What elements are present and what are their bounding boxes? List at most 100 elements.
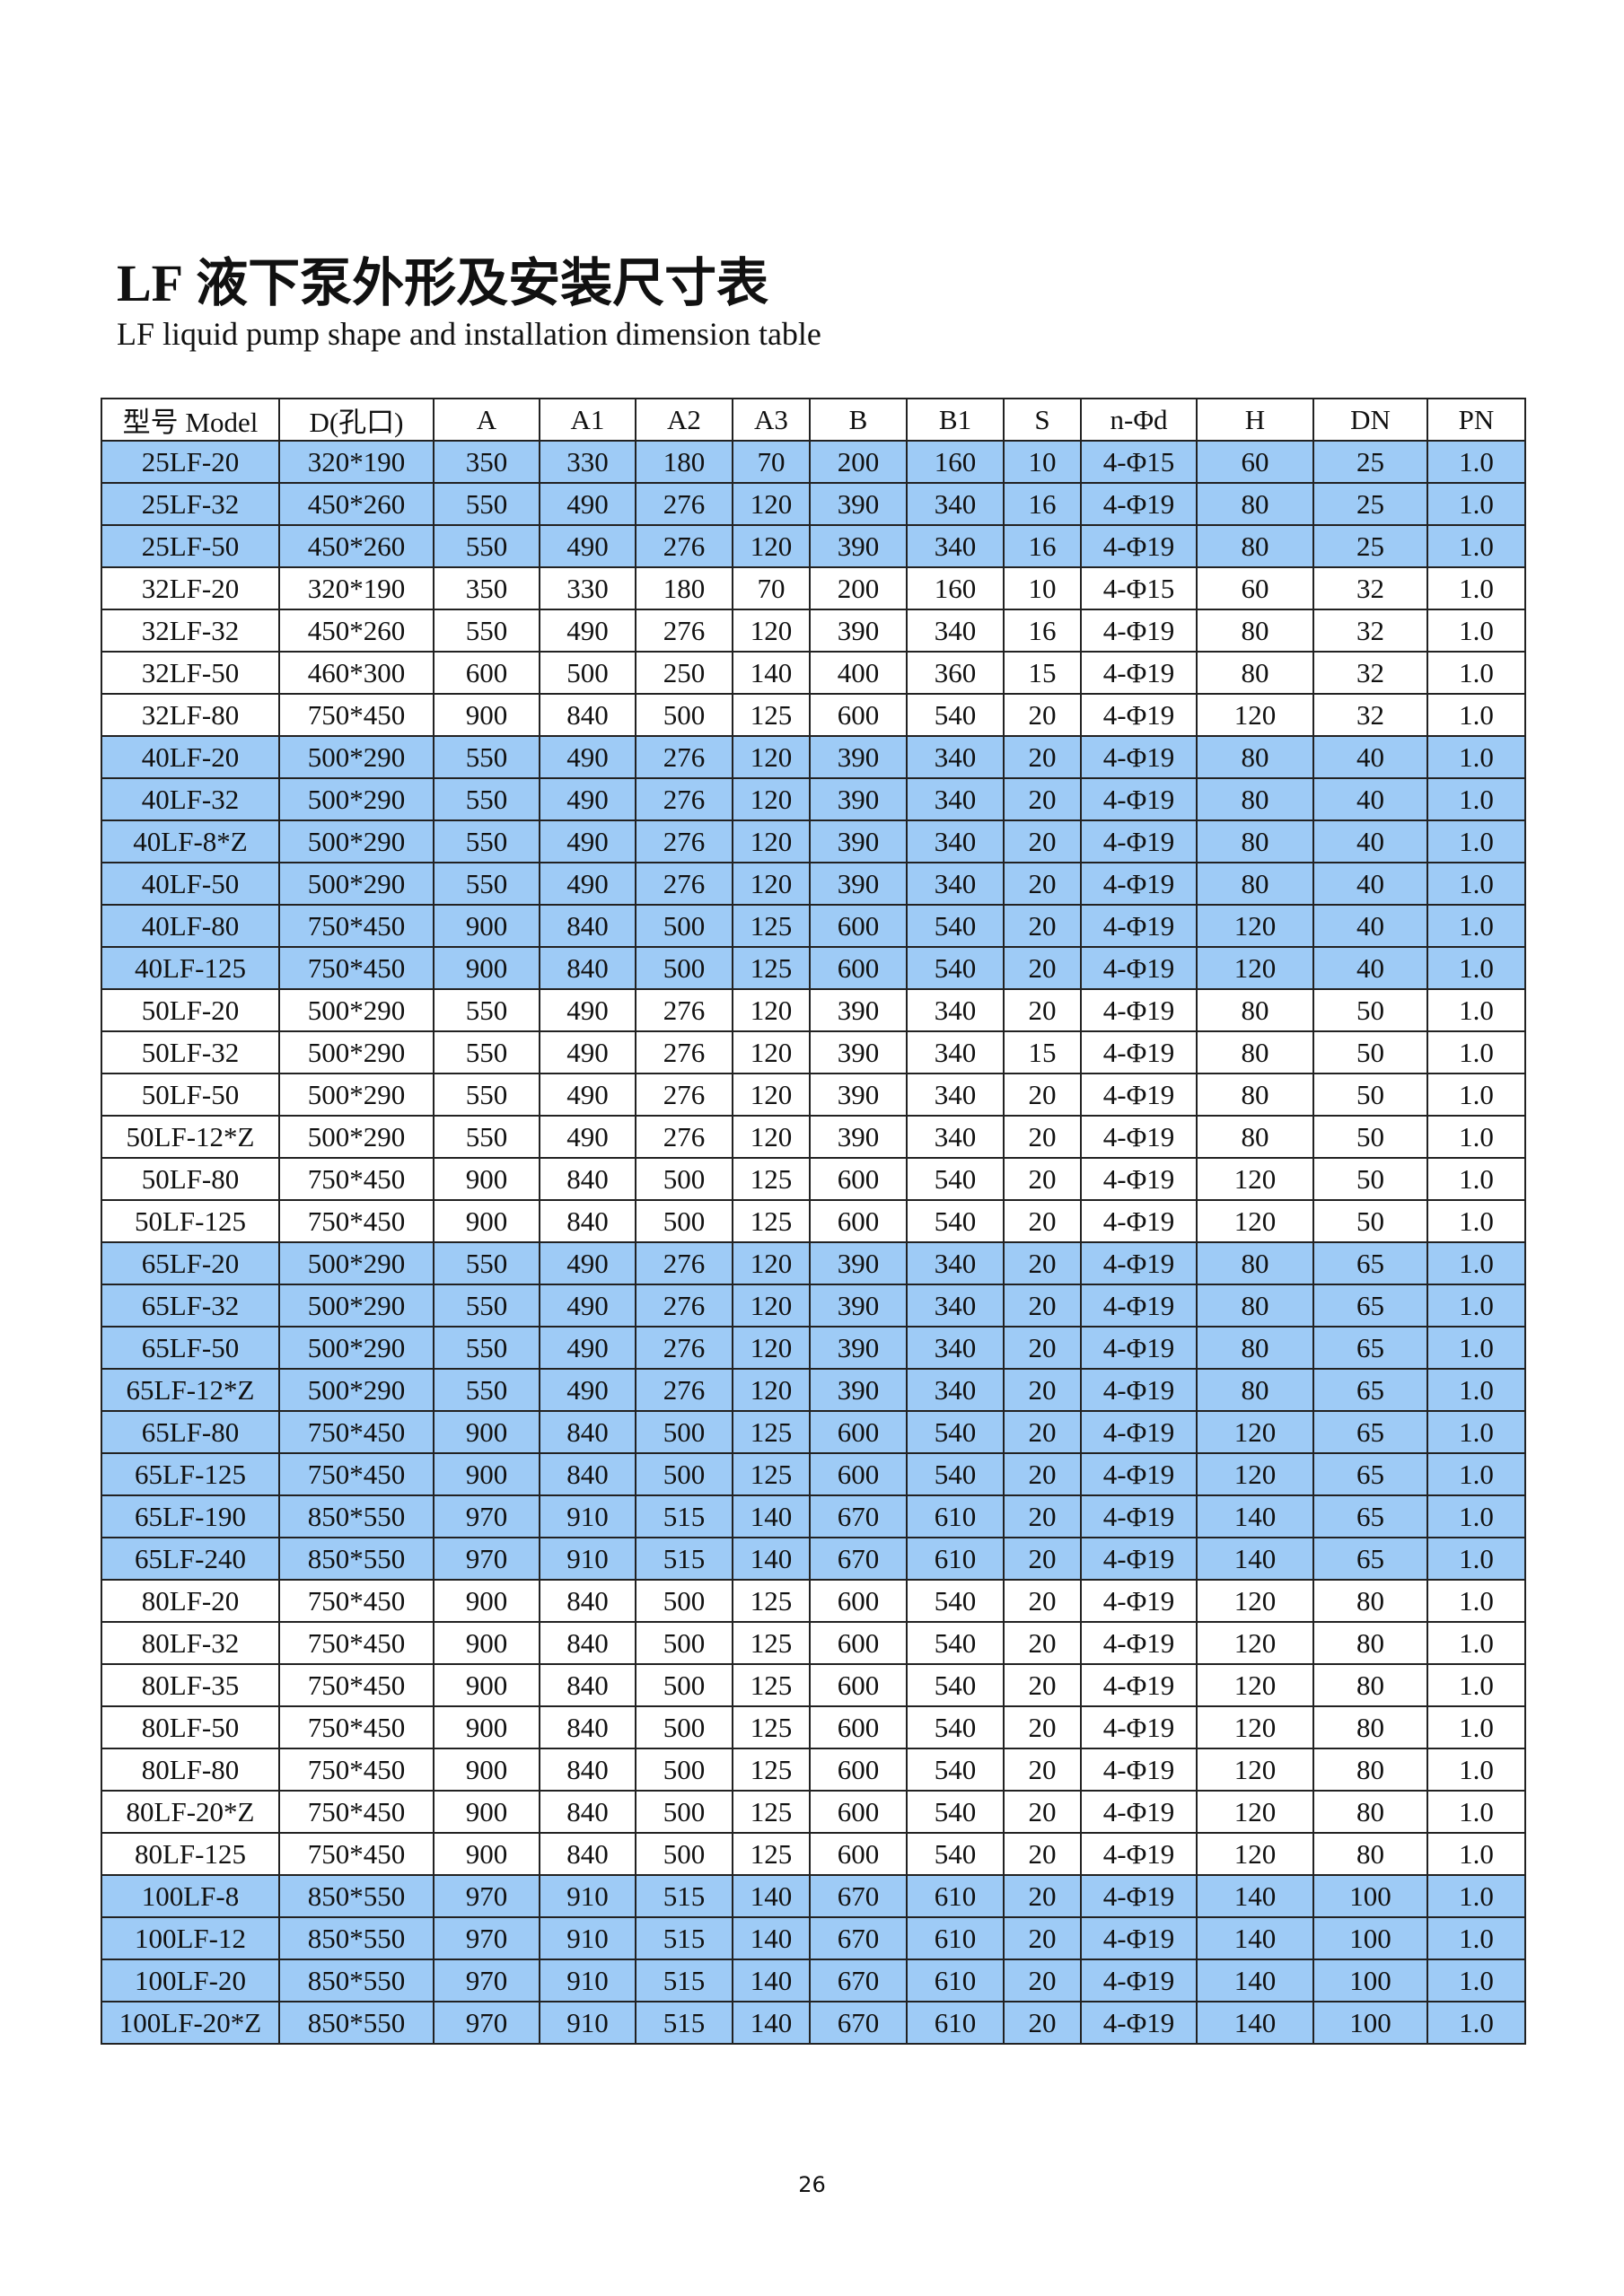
table-cell: 330: [539, 566, 636, 610]
table-cell: 20: [1003, 693, 1082, 737]
table-cell: 550: [433, 1115, 540, 1159]
table-cell: 10: [1003, 566, 1082, 610]
table-cell: 1.0: [1426, 1073, 1526, 1117]
table-cell: 4-Φ19: [1080, 524, 1198, 568]
table-cell: 850*550: [278, 1494, 435, 1538]
table-cell: 1.0: [1426, 1832, 1526, 1876]
table-cell: 80: [1196, 524, 1314, 568]
table-cell: 500*290: [278, 777, 435, 821]
table-cell: 600: [809, 1705, 908, 1749]
table-cell: 1.0: [1426, 1326, 1526, 1370]
table-cell: 550: [433, 1326, 540, 1370]
table-cell: 340: [906, 1241, 1005, 1285]
table-cell: 120: [732, 819, 811, 863]
table-cell: 490: [539, 482, 636, 526]
table-cell: 276: [635, 862, 733, 906]
table-cell: 1.0: [1426, 566, 1526, 610]
column-header: S: [1003, 398, 1082, 442]
table-cell: 340: [906, 524, 1005, 568]
table-cell: 340: [906, 1368, 1005, 1412]
table-cell: 4-Φ19: [1080, 1284, 1198, 1328]
table-cell: 610: [906, 1494, 1005, 1538]
table-cell: 540: [906, 1579, 1005, 1623]
table-cell: 20: [1003, 1916, 1082, 1960]
table-cell: 500: [635, 1452, 733, 1496]
table-cell: 910: [539, 2001, 636, 2045]
table-cell: 910: [539, 1959, 636, 2002]
table-cell: 65: [1312, 1494, 1428, 1538]
table-cell: 490: [539, 524, 636, 568]
table-cell: 4-Φ19: [1080, 1663, 1198, 1707]
table-cell: 390: [809, 1241, 908, 1285]
table-cell: 550: [433, 524, 540, 568]
table-row: 40LF-20 500*290 550 490 276 120 390 340 20 4-Φ19 8…: [101, 735, 1526, 779]
table-cell: 1.0: [1426, 2001, 1526, 2045]
table-cell: 4-Φ19: [1080, 1157, 1198, 1201]
table-cell: 80: [1196, 482, 1314, 526]
table-cell: 490: [539, 1284, 636, 1328]
table-cell: 125: [732, 1832, 811, 1876]
table-cell: 120: [732, 1115, 811, 1159]
table-cell: 276: [635, 609, 733, 653]
table-cell: 50: [1312, 1073, 1428, 1117]
table-cell: 100: [1312, 2001, 1428, 2045]
table-cell: 20: [1003, 1790, 1082, 1834]
table-cell: 4-Φ19: [1080, 1916, 1198, 1960]
table-row: 65LF-190 850*550 970 910 515 140 670 610 20 4-Φ19…: [101, 1494, 1526, 1538]
table-row: 80LF-32 750*450 900 840 500 125 600 540 20 4-Φ19 1…: [101, 1621, 1526, 1665]
table-cell: 276: [635, 524, 733, 568]
column-header: A3: [732, 398, 811, 442]
table-cell: 65: [1312, 1537, 1428, 1581]
table-cell: 20: [1003, 1663, 1082, 1707]
table-cell: 250: [635, 651, 733, 695]
table-cell: 4-Φ19: [1080, 609, 1198, 653]
table-cell: 850*550: [278, 1916, 435, 1960]
table-cell: 80LF-20*Z: [101, 1790, 280, 1834]
table-cell: 140: [1196, 2001, 1314, 2045]
table-cell: 125: [732, 946, 811, 990]
table-cell: 390: [809, 1284, 908, 1328]
table-cell: 1.0: [1426, 1916, 1526, 1960]
table-cell: 276: [635, 988, 733, 1032]
table-cell: 900: [433, 1705, 540, 1749]
table-cell: 125: [732, 1790, 811, 1834]
table-cell: 50LF-50: [101, 1073, 280, 1117]
table-cell: 1.0: [1426, 1115, 1526, 1159]
table-cell: 600: [809, 1790, 908, 1834]
table-cell: 50: [1312, 1115, 1428, 1159]
table-cell: 276: [635, 1241, 733, 1285]
table-cell: 20: [1003, 777, 1082, 821]
table-cell: 1.0: [1426, 1494, 1526, 1538]
table-cell: 670: [809, 1959, 908, 2002]
table-cell: 65: [1312, 1326, 1428, 1370]
table-cell: 60: [1196, 566, 1314, 610]
table-cell: 970: [433, 1916, 540, 1960]
table-cell: 840: [539, 1579, 636, 1623]
table-cell: 540: [906, 1199, 1005, 1243]
table-cell: 200: [809, 566, 908, 610]
table-cell: 65: [1312, 1284, 1428, 1328]
table-cell: 390: [809, 1326, 908, 1370]
table-cell: 50LF-20: [101, 988, 280, 1032]
table-cell: 840: [539, 1663, 636, 1707]
table-cell: 125: [732, 693, 811, 737]
table-cell: 20: [1003, 1073, 1082, 1117]
table-cell: 970: [433, 1959, 540, 2002]
table-cell: 4-Φ19: [1080, 862, 1198, 906]
table-cell: 120: [1196, 1748, 1314, 1792]
table-cell: 350: [433, 566, 540, 610]
table-cell: 610: [906, 2001, 1005, 2045]
table-cell: 490: [539, 609, 636, 653]
table-cell: 120: [732, 609, 811, 653]
table-cell: 1.0: [1426, 862, 1526, 906]
table-cell: 20: [1003, 1241, 1082, 1285]
table-cell: 340: [906, 1030, 1005, 1074]
table-cell: 1.0: [1426, 1621, 1526, 1665]
table-cell: 500*290: [278, 1115, 435, 1159]
table-cell: 80: [1312, 1621, 1428, 1665]
table-cell: 4-Φ19: [1080, 1748, 1198, 1792]
table-cell: 4-Φ19: [1080, 693, 1198, 737]
table-cell: 1.0: [1426, 1959, 1526, 2002]
table-cell: 4-Φ19: [1080, 1874, 1198, 1918]
table-cell: 600: [809, 1199, 908, 1243]
